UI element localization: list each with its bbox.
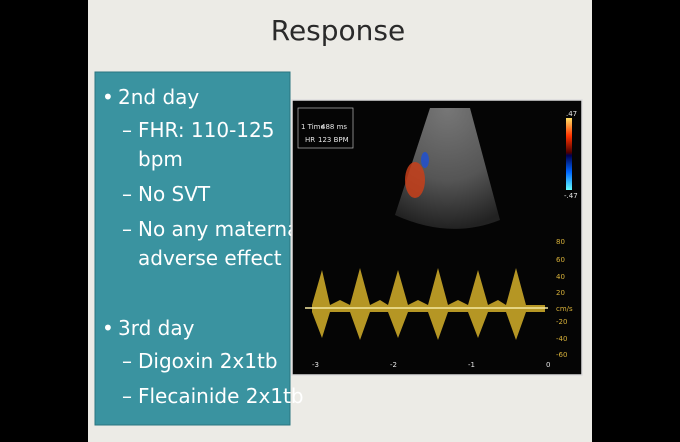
ultrasound-sector [395,108,500,229]
sub-bullet-text: bpm [138,147,183,171]
info-text: 488 ms [321,123,347,131]
sub-bullet-marker: – [122,384,132,408]
info-text: 1 Time [301,123,325,131]
velocity-tick-label: -60 [556,351,567,359]
sub-bullet-text: No any maternal [138,217,305,241]
time-tick-label: -3 [312,361,319,369]
slide-title: Response [271,14,405,47]
velocity-unit: cm/s [556,305,573,313]
time-tick-label: -2 [390,361,397,369]
bullet-marker: • [102,316,114,340]
bullet-marker: • [102,85,114,109]
sub-bullet-text: FHR: 110-125 [138,118,274,142]
velocity-tick-label: -40 [556,335,567,343]
sub-bullet-text: No SVT [138,182,211,206]
color-scale-label: -.47 [564,192,578,200]
bullet-text: 3rd day [118,316,195,340]
color-flow [405,162,425,198]
info-text: 123 BPM [318,136,349,144]
velocity-tick-label: 20 [556,289,565,297]
color-scale-label: .47 [566,110,577,118]
color-bar [566,118,572,190]
bullet-text: 2nd day [118,85,199,109]
velocity-tick-label: 80 [556,238,565,246]
sub-bullet-marker: – [122,118,132,142]
velocity-tick-label: 60 [556,256,565,264]
info-box [297,107,354,149]
sub-bullet-marker: – [122,217,132,241]
time-tick-label: -1 [468,361,475,369]
sub-bullet-text: adverse effect [138,246,282,270]
time-tick-label: 0 [546,361,550,369]
sub-bullet-text: Flecainide 2x1tb [138,384,304,408]
velocity-tick-label: -20 [556,318,567,326]
sub-bullet-marker: – [122,349,132,373]
doppler-waveform [312,268,545,340]
sub-bullet-marker: – [122,182,132,206]
bullet-box [94,71,291,426]
color-flow [421,152,429,168]
info-text: HR [305,136,315,144]
velocity-tick-label: 40 [556,273,565,281]
sub-bullet-text: Digoxin 2x1tb [138,349,278,373]
